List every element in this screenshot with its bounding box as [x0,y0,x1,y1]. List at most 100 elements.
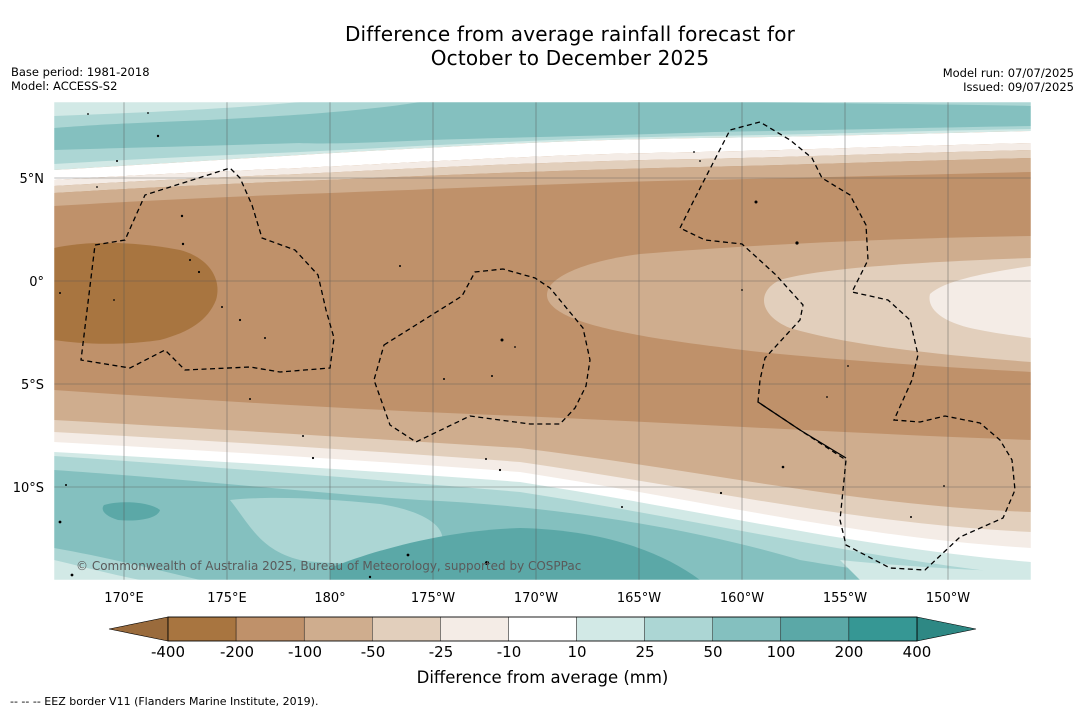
island [693,151,695,153]
colorbar-label: -100 [287,643,323,661]
eez-boundary-east [679,121,1016,571]
colorbar-over-arrow [916,616,977,642]
south-patch-25-se [840,560,1031,580]
south-band-100 [54,470,940,580]
island [754,200,758,204]
longitude-labels: 170°E 175°E 180° 175°W 170°W 165°W 160°W… [104,591,970,606]
colorbar-label: -400 [150,643,186,661]
north-band-25n [54,143,1031,186]
island [491,375,493,377]
lat-label: 5°N [20,172,45,187]
map-title: Difference from average rainfall forecas… [0,22,1085,70]
island [485,458,487,460]
colorbar-segment [235,616,305,642]
copyright-text: © Commonwealth of Australia 2025, Bureau… [76,559,581,573]
island [500,338,504,342]
north-patch-50-right [760,102,1031,106]
island [189,259,191,261]
colorbar-label: 10 [567,643,587,661]
run-info: Model run: 07/07/2025 Issued: 09/07/2025 [943,66,1074,94]
island [238,318,242,322]
lat-label: 10°S [13,481,44,496]
island [741,289,743,291]
island [514,346,516,348]
island [249,398,251,400]
island [156,134,160,138]
north-band-50n [54,150,1031,193]
eez-boundary-west [80,167,335,373]
island [311,456,315,460]
forecast-info: Base period: 1981-2018 Model: ACCESS-S2 [11,65,150,93]
colorbar-segment [848,616,918,642]
colorbar-title: Difference from average (mm) [416,668,669,687]
colorbar-label: 100 [766,643,796,661]
island [498,468,502,472]
colorbar [108,616,977,642]
lat-label: 0° [29,275,44,290]
island [181,242,185,246]
island [485,561,489,565]
colorbar-segment [167,616,237,642]
lon-label: 175°E [207,591,247,606]
rainfall-field [54,102,1031,580]
island [302,435,304,437]
colorbar-segment [712,616,782,642]
island [264,337,266,339]
island [781,465,785,469]
colorbar-segment [780,616,850,642]
island [65,484,67,486]
south-patch-25-sw [54,560,140,580]
map-title-line-2: October to December 2025 [430,46,710,70]
lat-label: 5°S [21,378,44,393]
island [621,506,623,508]
island [368,575,372,579]
colorbar-segment [372,616,441,642]
island [699,160,701,162]
lon-label: 170°E [104,591,144,606]
colorbar-label: -10 [496,643,522,661]
island [795,241,799,245]
colorbar-label: 50 [703,643,723,661]
island [58,520,62,524]
latitude-labels: 5°N 0° 5°S 10°S [13,172,44,496]
island [96,186,98,188]
island [943,485,945,487]
island [197,270,201,274]
island [147,112,149,114]
island [116,160,118,162]
lon-label: 180° [314,591,345,606]
issued-text: Issued: 09/07/2025 [963,80,1074,94]
north-patch-25-top [54,102,300,116]
lon-label: 170°W [514,591,558,606]
island [113,299,115,301]
model-text: Model: ACCESS-S2 [11,79,118,93]
map-title-line-1: Difference from average rainfall forecas… [344,22,796,46]
lon-label: 175°W [411,591,455,606]
colorbar-label: -200 [219,643,255,661]
model-run-text: Model run: 07/07/2025 [942,66,1074,80]
islands [58,112,945,579]
island [826,396,828,398]
colorbar-label: -50 [360,643,386,661]
island [221,306,223,308]
lon-label: 155°W [823,591,867,606]
south-patch-200 [330,528,700,580]
island [910,516,912,518]
lon-label: 150°W [926,591,970,606]
colorbar-segment [576,616,645,642]
colorbar-outline [167,616,918,642]
eez-boundary-solid-segment [757,401,847,459]
south-patch-50 [230,497,443,564]
island [59,292,61,294]
colorbar-under-arrow [108,616,169,642]
island [399,265,401,267]
north-band-10 [54,131,1031,180]
colorbar-segment [644,616,713,642]
island [87,113,89,115]
colorbar-segment [440,616,509,642]
map-frame [53,101,1032,581]
colorbar-segment [303,616,373,642]
base-period-text: Base period: 1981-2018 [11,65,150,79]
island [847,365,849,367]
